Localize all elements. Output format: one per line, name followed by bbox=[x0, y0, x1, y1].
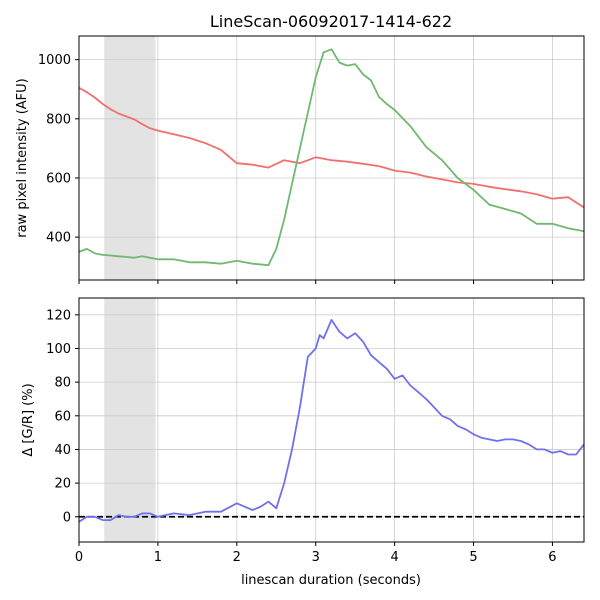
y-tick-label: 1000 bbox=[38, 53, 71, 68]
top-y-axis-label: raw pixel intensity (AFU) bbox=[15, 78, 30, 238]
series-line-1 bbox=[78, 48, 585, 267]
x-tick-label: 0 bbox=[75, 550, 83, 565]
y-tick-label: 100 bbox=[46, 342, 71, 357]
y-tick-label: 800 bbox=[46, 112, 71, 127]
x-tick-label: 5 bbox=[469, 550, 477, 565]
series-line-0 bbox=[78, 87, 585, 209]
x-tick-label: 2 bbox=[233, 550, 241, 565]
y-tick-label: 120 bbox=[46, 308, 71, 323]
shaded-region bbox=[104, 298, 156, 542]
series-line-0 bbox=[78, 318, 585, 523]
x-axis-label: linescan duration (seconds) bbox=[241, 573, 421, 588]
y-tick-label: 600 bbox=[46, 171, 71, 186]
y-tick-label: 0 bbox=[63, 510, 71, 525]
x-tick-label: 6 bbox=[548, 550, 556, 565]
y-tick-label: 400 bbox=[46, 231, 71, 246]
plot-frame bbox=[78, 297, 585, 543]
y-tick-label: 40 bbox=[54, 443, 71, 458]
x-tick-label: 4 bbox=[390, 550, 398, 565]
x-tick-label: 1 bbox=[154, 550, 162, 565]
y-tick-label: 80 bbox=[54, 376, 71, 391]
top-panel: 400 600 800 1000 bbox=[38, 35, 585, 284]
plot-frame bbox=[78, 35, 585, 281]
bottom-y-axis-label: Δ [G/R] (%) bbox=[21, 383, 36, 456]
shaded-region bbox=[104, 36, 156, 280]
x-tick-label: 3 bbox=[312, 550, 320, 565]
y-tick-label: 60 bbox=[54, 409, 71, 424]
y-tick-label: 20 bbox=[54, 477, 71, 492]
chart-title: LineScan-06092017-1414-622 bbox=[210, 12, 452, 31]
